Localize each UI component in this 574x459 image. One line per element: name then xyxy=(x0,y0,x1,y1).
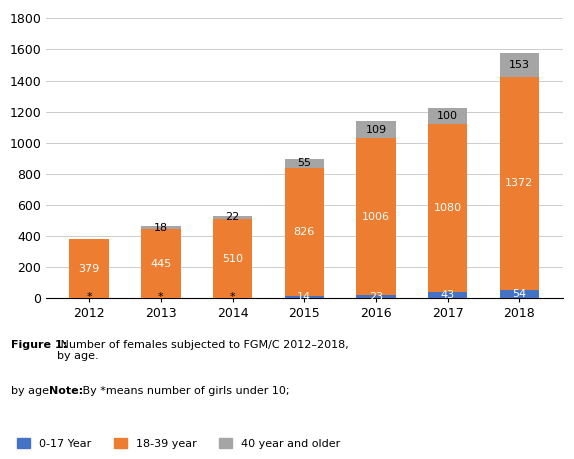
Text: 22: 22 xyxy=(226,213,239,222)
Text: 14: 14 xyxy=(297,292,311,302)
Bar xyxy=(285,168,324,296)
Bar xyxy=(356,295,395,298)
Bar xyxy=(356,138,395,295)
Bar xyxy=(499,53,539,77)
Text: 826: 826 xyxy=(293,227,315,237)
Text: 445: 445 xyxy=(150,259,172,269)
Bar xyxy=(141,226,181,229)
Text: by age.: by age. xyxy=(11,386,57,396)
Text: *: * xyxy=(230,292,235,302)
Bar xyxy=(213,219,252,298)
Text: *: * xyxy=(86,292,92,302)
Text: 18: 18 xyxy=(154,223,168,233)
Bar xyxy=(356,121,395,138)
Text: 379: 379 xyxy=(79,264,100,274)
Bar xyxy=(428,291,467,298)
Bar xyxy=(285,159,324,168)
Bar xyxy=(428,108,467,123)
Text: 100: 100 xyxy=(437,111,458,121)
Bar xyxy=(428,123,467,291)
Text: By *means number of girls under 10;: By *means number of girls under 10; xyxy=(79,386,290,396)
Text: Figure 1:: Figure 1: xyxy=(11,340,68,350)
Legend: 0-17 Year, 18-39 year, 40 year and older: 0-17 Year, 18-39 year, 40 year and older xyxy=(17,438,340,449)
Text: 510: 510 xyxy=(222,254,243,263)
Text: 109: 109 xyxy=(366,125,386,135)
Bar xyxy=(69,240,109,298)
Bar xyxy=(213,216,252,219)
Text: 1006: 1006 xyxy=(362,212,390,222)
Bar xyxy=(141,229,181,298)
Bar xyxy=(499,290,539,298)
Text: *: * xyxy=(158,292,164,302)
Text: 55: 55 xyxy=(297,158,311,168)
Text: 54: 54 xyxy=(512,289,526,299)
Text: 1372: 1372 xyxy=(505,178,533,188)
Bar xyxy=(499,77,539,290)
Bar xyxy=(285,296,324,298)
Text: 1080: 1080 xyxy=(433,203,461,213)
Text: 153: 153 xyxy=(509,60,530,70)
Text: Note:: Note: xyxy=(49,386,83,396)
Text: 43: 43 xyxy=(441,290,455,300)
Text: 23: 23 xyxy=(369,291,383,302)
Text: Number of females subjected to FGM/C 2012–2018,
by age.: Number of females subjected to FGM/C 201… xyxy=(57,340,349,361)
